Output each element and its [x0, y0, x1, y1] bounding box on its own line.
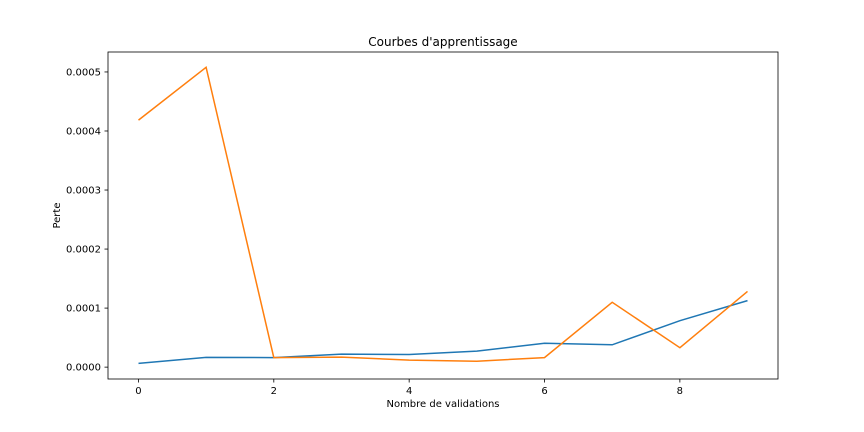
y-tick-label: 0.0000 — [66, 363, 101, 374]
y-tick-label: 0.0004 — [66, 126, 101, 137]
x-tick-label: 0 — [135, 386, 141, 397]
y-axis-label: Perte — [52, 202, 63, 228]
series-1-line — [138, 299, 748, 365]
x-axis-ticks: 0 2 4 6 8 — [135, 379, 683, 397]
y-tick-label: 0.0002 — [66, 245, 101, 256]
x-tick-label: 8 — [677, 386, 683, 397]
y-tick-label: 0.0005 — [66, 67, 101, 78]
y-axis-ticks: 0.0000 0.0001 0.0002 0.0003 0.0004 0.0005 — [66, 67, 108, 374]
y-tick-label: 0.0003 — [66, 186, 101, 197]
y-tick-label: 0.0001 — [66, 304, 101, 315]
x-axis-label: Nombre de validations — [386, 399, 499, 410]
plot-frame — [107, 51, 779, 380]
x-tick-label: 6 — [541, 386, 547, 397]
x-tick-label: 2 — [271, 386, 277, 397]
x-tick-label: 4 — [406, 386, 412, 397]
chart-title: Courbes d'apprentissage — [368, 35, 517, 49]
plot-lines — [138, 65, 748, 365]
series-2-line — [138, 65, 748, 362]
